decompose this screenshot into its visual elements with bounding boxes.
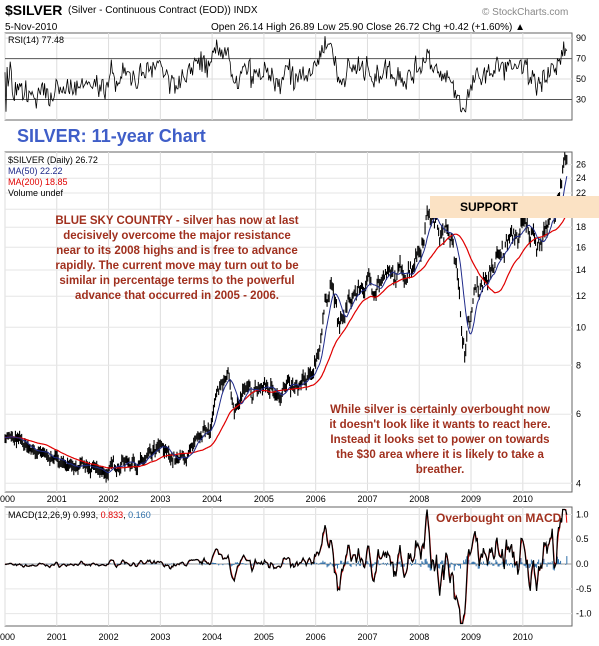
price-x-tick-label: 2003 (150, 494, 170, 504)
annotation-top-line: near to its 2008 highs and is free to ad… (56, 245, 298, 257)
macd-x-tick-label: 2010 (513, 632, 533, 642)
price-y-tick-label: 24 (576, 173, 586, 183)
volume-legend: Volume undef (8, 188, 64, 198)
price-x-tick-label: 2002 (99, 494, 119, 504)
macd-legend-macd: 0.993 (73, 510, 96, 520)
annotation-bottom-line: it doesn't look like it wants to react h… (329, 419, 551, 431)
ma50-legend: MA(50) 22.22 (8, 166, 63, 176)
macd-legend: MACD(12,26,9) 0.993, 0.833, 0.160 (8, 510, 151, 520)
support-label: SUPPORT (460, 200, 519, 214)
price-x-tick-label: 2006 (306, 494, 326, 504)
price-x-tick-label: 2000 (0, 494, 15, 504)
macd-x-tick-label: 2001 (47, 632, 67, 642)
macd-x-tick-label: 2006 (306, 632, 326, 642)
price-y-tick-label: 16 (576, 242, 586, 252)
chart-quote: Open 26.14 High 26.89 Low 25.90 Close 26… (211, 22, 525, 33)
macd-x-tick-label: 2008 (409, 632, 429, 642)
macd-x-tick-label: 2004 (202, 632, 222, 642)
macd-y-tick-label: -0.5 (576, 584, 592, 594)
macd-x-tick-label: 2000 (0, 632, 15, 642)
annotation-top-line: BLUE SKY COUNTRY - silver has now at las… (55, 215, 299, 227)
macd-x-tick-label: 2005 (254, 632, 274, 642)
chart-title: SILVER: 11-year Chart (17, 126, 206, 146)
annotation-bottom-line: the $30 area where it is likely to take … (336, 449, 544, 461)
price-y-tick-label: 8 (576, 360, 581, 370)
ma200-legend: MA(200) 18.85 (8, 177, 68, 187)
price-y-tick-label: 26 (576, 160, 586, 170)
price-y-tick-label: 14 (576, 265, 586, 275)
macd-y-tick-label: -1.0 (576, 609, 592, 619)
price-legend: $SILVER (Daily) 26.72 (8, 155, 98, 165)
macd-legend-label: MACD(12,26,9) (8, 510, 71, 520)
annotation-top-line: similar in percentage terms to the power… (59, 275, 295, 287)
price-x-tick-label: 2009 (461, 494, 481, 504)
price-x-tick-label: 2010 (513, 494, 533, 504)
rsi-panel-frame (4, 32, 573, 121)
annotation-top-line: decisively overcome the major resistance (63, 230, 291, 242)
rsi-y-tick-label: 30 (576, 95, 586, 105)
macd-y-tick-label: 1.0 (576, 509, 589, 519)
price-y-tick-label: 6 (576, 409, 581, 419)
annotation-top-line: rapidly. The current move may turn out t… (55, 260, 299, 272)
ma50-line (4, 176, 568, 474)
annotation-top: BLUE SKY COUNTRY - silver has now at las… (22, 214, 332, 304)
macd-x-tick-label: 2002 (99, 632, 119, 642)
price-y-tick-label: 22 (576, 188, 586, 198)
support-band: SUPPORT (430, 196, 599, 218)
price-y-tick-label: 4 (576, 478, 581, 488)
price-x-tick-label: 2007 (357, 494, 377, 504)
price-y-tick-label: 10 (576, 322, 586, 332)
macd-x-tick-label: 2007 (357, 632, 377, 642)
macd-overbought-note: Overbought on MACD (436, 511, 562, 525)
macd-x-tick-label: 2003 (150, 632, 170, 642)
annotation-bottom-line: breather. (415, 464, 465, 476)
stockcharts-credit: © StockCharts.com (482, 7, 569, 18)
annotation-top-line: advance that occurred in 2005 - 2006. (75, 290, 279, 302)
price-x-tick-label: 2004 (202, 494, 222, 504)
macd-legend-hist: 0.160 (128, 510, 151, 520)
macd-signal-line (4, 509, 568, 624)
rsi-legend: RSI(14) 77.48 (8, 35, 65, 45)
annotation-bottom-line: While silver is certainly overbought now (330, 404, 550, 416)
annotation-bottom-line: Instead it looks set to power on towards (330, 434, 550, 446)
macd-y-tick-label: 0.5 (576, 534, 589, 544)
chart-date: 5-Nov-2010 (5, 22, 58, 33)
rsi-line (4, 36, 568, 113)
price-x-tick-label: 2008 (409, 494, 429, 504)
price-x-tick-label: 2001 (47, 494, 67, 504)
rsi-y-tick-label: 90 (576, 33, 586, 43)
chart-instrument-name: (Silver - Continuous Contract (EOD)) IND… (68, 5, 258, 16)
chart-symbol: $SILVER (5, 2, 63, 18)
macd-line (4, 508, 568, 625)
rsi-y-tick-label: 70 (576, 54, 586, 64)
price-y-tick-label: 18 (576, 222, 586, 232)
macd-legend-signal: 0.833 (100, 510, 124, 520)
macd-x-tick-label: 2009 (461, 632, 481, 642)
ma200-line (4, 214, 568, 469)
annotation-bottom: While silver is certainly overbought now… (310, 403, 570, 478)
macd-y-tick-label: 0.0 (576, 559, 589, 569)
price-x-tick-label: 2005 (254, 494, 274, 504)
price-y-tick-label: 12 (576, 291, 586, 301)
rsi-y-tick-label: 50 (576, 74, 586, 84)
